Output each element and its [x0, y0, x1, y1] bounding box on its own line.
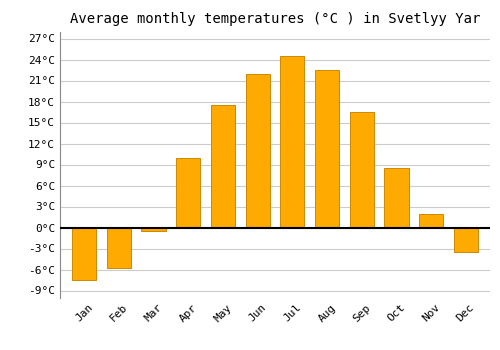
Bar [211, 105, 235, 228]
Bar [107, 228, 131, 268]
Bar [384, 168, 408, 228]
Bar [315, 70, 339, 228]
Bar [280, 56, 304, 228]
Bar [419, 214, 443, 228]
Bar [454, 228, 478, 252]
Bar [72, 228, 96, 280]
Bar [142, 228, 166, 231]
Bar [350, 112, 374, 228]
Title: Average monthly temperatures (°C ) in Svetlyy Yar: Average monthly temperatures (°C ) in Sv… [70, 12, 480, 26]
Bar [176, 158, 201, 228]
Bar [246, 74, 270, 228]
